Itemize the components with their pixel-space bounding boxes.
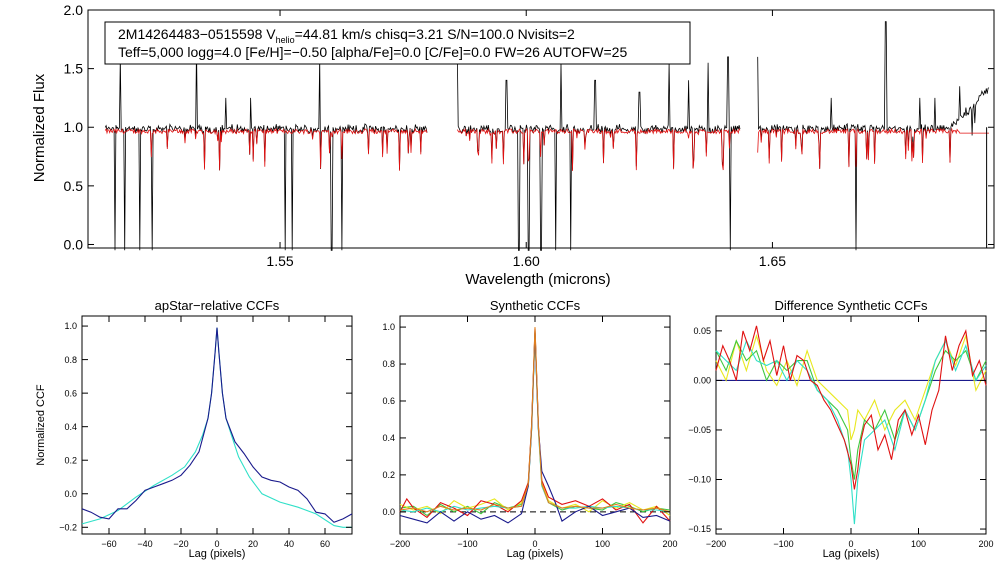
difference-ccf-ytick-label: 0.00 — [693, 376, 711, 386]
synthetic-ccf-series-cyan — [399, 334, 671, 513]
synthetic-ccf-ytick-label: 0.8 — [382, 359, 395, 369]
apstar-ccf-ytick-label: 1.0 — [64, 321, 77, 331]
apstar-ccf-xtick-label: −20 — [173, 539, 188, 549]
synthetic-ccf-xtick-label: 100 — [595, 539, 610, 549]
synthetic-ccf-series-yellow — [399, 332, 671, 516]
info-line-1-a: 2M14264483−0515598 V — [118, 26, 276, 42]
difference-ccf-xtick-label: 100 — [911, 539, 926, 549]
spectrum-ylabel: Normalized Flux — [31, 73, 48, 182]
info-line-1-sub: helio — [276, 35, 295, 45]
synthetic-ccf-axes: −200 −100 0 100 200 0.0 0.2 0.4 0.6 0.8 1.0 — [382, 316, 678, 549]
spectrum-ytick-label: 2.0 — [64, 2, 84, 18]
info-line-2: Teff=5,000 logg=4.0 [Fe/H]=−0.50 [alpha/… — [118, 44, 627, 60]
synthetic-ccf-ytick-label: 0.6 — [382, 396, 395, 406]
spectrum-frame — [87, 9, 995, 249]
apstar-ccf-frame — [81, 315, 353, 535]
apstar-ccf-xtick-label: 0 — [214, 539, 219, 549]
spectrum-model-chip-3 — [757, 127, 989, 169]
apstar-ccf-ytick-label: 0.4 — [64, 422, 77, 432]
spectrum-xlabel: Wavelength (microns) — [465, 271, 610, 288]
synthetic-ccf-xtick-label: −200 — [390, 539, 410, 549]
difference-ccf-xtick-label: 0 — [848, 539, 853, 549]
apstar-ccf-axes: −60 −40 −20 0 20 40 60 −0.2 0.0 0.2 0.4 0.6 0.8 1.0 — [59, 316, 352, 549]
synthetic-ccf-ytick-label: 0.2 — [382, 470, 395, 480]
difference-ccf-title: Difference Synthetic CCFs — [775, 298, 928, 313]
spectrum-ytick-label: 1.5 — [64, 61, 84, 77]
info-box-frame — [104, 21, 691, 65]
difference-ccf-xtick-label: −200 — [706, 539, 726, 549]
difference-ccf-frame — [715, 315, 987, 535]
apstar-ccf-ylabel: Normalized CCF — [35, 384, 47, 466]
info-line-1: 2M14264483−0515598 Vhelio=44.81 km/s chi… — [118, 26, 575, 45]
difference-ccf-panel: Difference Synthetic CCFs −200 −100 0 100 20… — [688, 298, 993, 560]
difference-ccf-series-red — [715, 325, 987, 490]
apstar-ccf-series-visit-2 — [81, 327, 353, 523]
spectrum-xtick-label: 1.55 — [266, 253, 293, 269]
apstar-ccf-panel: apStar−relative CCFs −60 −40 −20 0 20 40 60 −0.… — [35, 298, 353, 560]
difference-ccf-plot-area — [715, 325, 987, 525]
synthetic-ccf-ytick-label: 1.0 — [382, 322, 395, 332]
difference-ccf-axes: −200 −100 0 100 200 −0.15 −0.10 −0.05 0.00 0.05 — [688, 316, 994, 549]
apstar-ccf-ytick-label: 0.0 — [64, 489, 77, 499]
synthetic-ccf-series-green — [399, 330, 671, 517]
spectrum-ytick-label: 0.5 — [64, 178, 84, 194]
synthetic-ccf-series-orange — [399, 327, 671, 513]
spectrum-ytick-label: 0.0 — [64, 236, 84, 252]
difference-ccf-series-green — [715, 339, 987, 480]
difference-ccf-ytick-label: 0.05 — [693, 326, 711, 336]
apstar-ccf-xtick-label: 20 — [248, 539, 258, 549]
synthetic-ccf-ytick-label: 0.4 — [382, 433, 395, 443]
spectrum-plot-area — [104, 21, 990, 251]
apstar-ccf-ytick-label: 0.8 — [64, 355, 77, 365]
apstar-ccf-ytick-label: 0.2 — [64, 455, 77, 465]
synthetic-ccf-xlabel: Lag (pixels) — [507, 548, 564, 560]
difference-ccf-ytick-label: −0.15 — [688, 524, 711, 534]
synthetic-ccf-title: Synthetic CCFs — [490, 298, 581, 313]
spectrum-ytick-label: 1.0 — [64, 119, 84, 135]
spectrum-xtick-label: 1.60 — [513, 253, 540, 269]
apstar-ccf-plot-area — [81, 327, 353, 528]
info-line-1-b: =44.81 km/s chisq=3.21 S/N=100.0 Nvisits… — [295, 26, 575, 42]
difference-ccf-xtick-label: −100 — [773, 539, 793, 549]
spectrum-axes: 1.55 1.60 1.65 0.0 0.5 1.0 1.5 2.0 — [64, 2, 994, 269]
apstar-ccf-ytick-label: −0.2 — [59, 522, 77, 532]
synthetic-ccf-plot-area — [399, 327, 671, 524]
apstar-ccf-xtick-label: 60 — [320, 539, 330, 549]
spectrum-observed-chip-3 — [757, 21, 990, 251]
apstar-ccf-xtick-label: 40 — [284, 539, 294, 549]
difference-ccf-ytick-label: −0.05 — [688, 425, 711, 435]
synthetic-ccf-ytick-label: 0.0 — [382, 507, 395, 517]
spectrum-model-chip-2 — [456, 127, 741, 172]
apstar-ccf-xtick-label: −40 — [137, 539, 152, 549]
difference-ccf-xtick-label: 200 — [978, 539, 993, 549]
difference-ccf-xlabel: Lag (pixels) — [823, 548, 880, 560]
apstar-ccf-ytick-label: 0.6 — [64, 388, 77, 398]
synthetic-ccf-xtick-label: 200 — [662, 539, 677, 549]
synthetic-ccf-series-red — [399, 328, 671, 524]
difference-ccf-ytick-label: −0.10 — [688, 475, 711, 485]
spectrum-observed-chip-1 — [104, 45, 428, 251]
apstar-ccf-xlabel: Lag (pixels) — [189, 548, 246, 560]
info-box: 2M14264483−0515598 Vhelio=44.81 km/s chi… — [104, 21, 691, 65]
synthetic-ccf-xtick-label: 0 — [532, 539, 537, 549]
spectrum-observed-chip-2 — [456, 50, 741, 251]
apstar-ccf-series-visit-1 — [81, 327, 352, 528]
spectrum-xtick-label: 1.65 — [759, 253, 786, 269]
spectrum-model-chip-1 — [104, 127, 428, 171]
difference-ccf-series-cyan — [715, 339, 987, 525]
apstar-ccf-title: apStar−relative CCFs — [155, 298, 280, 313]
synthetic-ccf-xtick-label: −100 — [457, 539, 477, 549]
synthetic-ccf-panel: Synthetic CCFs −200 −100 0 100 200 0.0 0.2 0.4 0… — [382, 298, 677, 560]
synthetic-ccf-series-navy — [399, 332, 671, 524]
spectrum-panel: 1.55 1.60 1.65 0.0 0.5 1.0 1.5 2.0 Wavelength (… — [31, 2, 995, 288]
apstar-ccf-xtick-label: −60 — [101, 539, 116, 549]
